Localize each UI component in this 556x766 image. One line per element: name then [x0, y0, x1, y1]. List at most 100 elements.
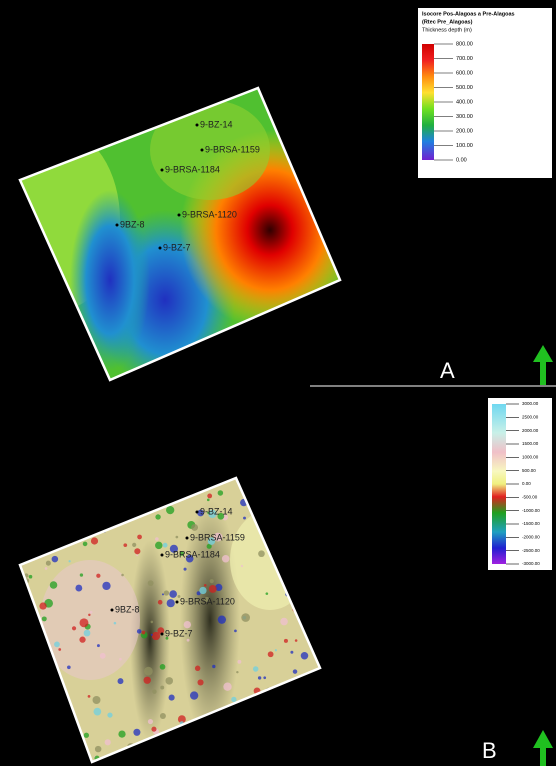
well-marker	[161, 169, 164, 172]
texture	[45, 567, 48, 570]
well-marker	[178, 214, 181, 217]
north-arrow	[533, 345, 553, 385]
texture	[185, 475, 189, 479]
texture	[42, 616, 47, 621]
legend-tick-label: 2000.00	[522, 428, 539, 433]
well-label: 9BZ-8	[115, 604, 140, 614]
texture	[207, 493, 212, 498]
texture	[119, 474, 123, 478]
texture	[222, 469, 225, 472]
color-bar	[422, 44, 434, 160]
texture	[169, 695, 175, 701]
well-marker	[116, 224, 119, 227]
texture	[231, 714, 240, 723]
texture	[210, 579, 214, 583]
texture	[275, 649, 277, 651]
texture	[170, 737, 179, 746]
legend-tick-label: -3000.00	[522, 561, 540, 566]
texture	[121, 574, 124, 577]
texture	[163, 471, 166, 474]
texture	[295, 639, 298, 642]
texture	[91, 537, 98, 544]
panel-label: B	[482, 738, 497, 763]
texture	[33, 733, 36, 736]
texture	[162, 593, 164, 595]
texture	[234, 473, 237, 476]
texture	[178, 752, 181, 755]
texture	[93, 696, 101, 704]
texture	[134, 548, 140, 554]
legend-tick-label: 800.00	[456, 41, 473, 47]
texture	[163, 543, 168, 548]
texture	[166, 484, 170, 488]
legend-tick-label: 0.00	[456, 157, 467, 163]
texture	[71, 748, 77, 754]
texture	[209, 585, 217, 593]
texture	[280, 618, 288, 626]
texture	[272, 762, 279, 766]
texture	[266, 592, 269, 595]
texture	[80, 618, 89, 627]
texture	[284, 639, 288, 643]
texture	[81, 751, 85, 755]
texture	[46, 561, 51, 566]
texture	[105, 739, 111, 745]
texture	[129, 494, 135, 500]
texture	[46, 704, 54, 712]
texture	[261, 509, 264, 512]
texture	[219, 729, 223, 733]
legend-tick-label: 500.00	[522, 468, 536, 473]
texture	[102, 582, 110, 590]
texture	[316, 651, 320, 655]
texture	[278, 692, 284, 698]
texture	[50, 581, 58, 589]
texture	[83, 542, 88, 547]
texture	[258, 550, 265, 557]
texture	[35, 512, 38, 515]
texture	[159, 760, 167, 766]
texture	[136, 554, 138, 556]
texture	[290, 481, 297, 488]
texture	[278, 733, 286, 741]
texture	[263, 676, 266, 679]
texture	[268, 651, 274, 657]
texture	[291, 752, 296, 757]
texture	[63, 480, 66, 483]
legend-tick-label: 200.00	[456, 128, 473, 134]
texture	[218, 615, 226, 623]
texture	[241, 613, 250, 622]
well-marker	[176, 601, 179, 604]
texture	[56, 518, 60, 522]
texture	[97, 644, 100, 647]
texture	[184, 568, 187, 571]
legend-tick-label: 700.00	[456, 56, 473, 62]
texture	[13, 560, 19, 566]
texture	[320, 522, 323, 525]
texture	[197, 679, 203, 685]
texture	[320, 554, 323, 557]
texture	[72, 626, 76, 630]
texture	[244, 748, 246, 750]
legend-box	[418, 8, 552, 178]
texture	[166, 506, 174, 514]
texture	[37, 530, 45, 538]
legend-tick-label: -2000.00	[522, 535, 540, 540]
texture	[268, 539, 277, 548]
texture	[84, 733, 89, 738]
texture	[153, 756, 161, 764]
texture	[243, 517, 246, 520]
legend-tick-label: 2500.00	[522, 415, 539, 420]
texture	[146, 745, 149, 748]
texture	[199, 587, 206, 594]
texture	[68, 757, 72, 761]
texture	[292, 571, 296, 575]
texture	[316, 623, 318, 625]
texture	[13, 542, 16, 545]
texture	[222, 555, 230, 563]
texture	[96, 574, 100, 578]
well-label: 9-BZ-14	[200, 506, 233, 516]
texture	[61, 697, 68, 704]
texture	[164, 590, 169, 595]
texture	[323, 594, 332, 603]
texture	[15, 570, 21, 576]
